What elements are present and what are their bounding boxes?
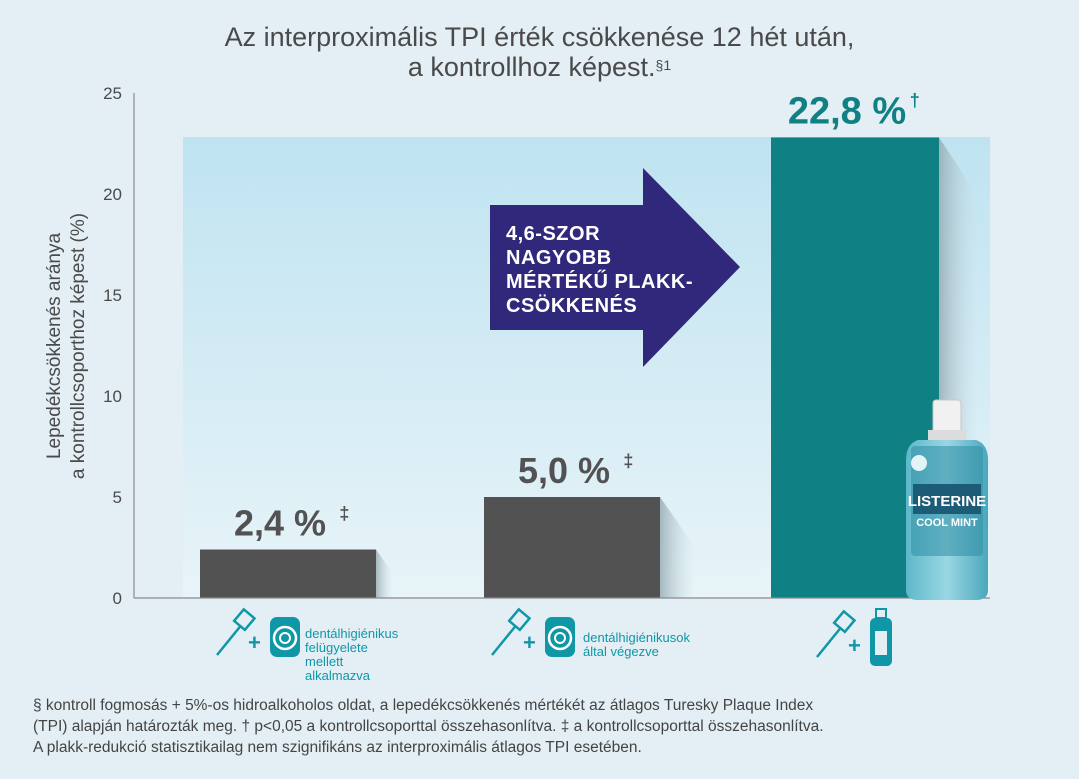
y-axis-title: Lepedékcsökkenés aránya a kontrollcsopor…: [44, 213, 89, 479]
legend-item-1: dentálhigiénikus felügyelete mellett alk…: [305, 627, 398, 683]
y-tick-label: 25: [103, 84, 122, 103]
toothbrush-icon: [216, 607, 257, 656]
callout-line: CSÖKKENÉS: [506, 295, 638, 317]
bars: [200, 137, 939, 598]
mouthwash-icon: [870, 608, 892, 666]
value-label-mark: ‡: [339, 503, 349, 523]
y-tick-label: 20: [103, 185, 122, 204]
bar: [200, 549, 376, 598]
callout-arrow: [490, 168, 740, 367]
y-tick-label: 0: [113, 589, 122, 608]
plus-icon: +: [523, 630, 536, 655]
value-label-mark: ‡: [623, 451, 633, 471]
y-tick-label: 5: [113, 488, 122, 507]
plus-icon: +: [248, 630, 261, 655]
plus-icon: +: [848, 633, 861, 658]
dental-floss-icon: [545, 617, 575, 657]
callout-line: 4,6-SZOR: [506, 223, 601, 245]
footnote: § kontroll fogmosás + 5%-os hidroalkohol…: [33, 695, 1053, 758]
legend-item-2: dentálhigiénikusok által végezve: [583, 631, 690, 659]
bar-shadow: [376, 549, 393, 598]
y-axis-label-line-2: a kontrollcsoporthoz képest (%): [68, 213, 89, 479]
value-label: 5,0 %: [518, 450, 610, 491]
y-tick-label: 10: [103, 387, 122, 406]
value-label: 22,8 %: [788, 90, 906, 132]
toothbrush-icon: [491, 607, 532, 656]
y-axis-label-line-1: Lepedékcsökkenés aránya: [44, 233, 65, 459]
legend-line: dentálhigiénikusok: [583, 630, 690, 645]
dental-floss-icon: [270, 617, 300, 657]
title-line-2-text: a kontrollhoz képest.: [407, 52, 656, 82]
legend-line: által végezve: [583, 644, 659, 659]
value-label: 2,4 %: [234, 503, 326, 544]
value-labels: 2,4 % ‡ 5,0 % ‡ 22,8 % †: [234, 90, 920, 543]
bar: [484, 497, 660, 598]
y-tick-labels: 0 5 10 15 20 25: [103, 84, 122, 608]
footnote-line: § kontroll fogmosás + 5%-os hidroalkohol…: [33, 697, 814, 714]
chart-title: Az interproximális TPI érték csökkenése …: [0, 22, 1079, 82]
toothbrush-icon: [816, 609, 857, 658]
callout-text: 4,6-SZOR NAGYOBB MÉRTÉKŰ PLAKK- CSÖKKENÉ…: [506, 222, 736, 318]
mouthwash-bottle-image: LISTERINE COOL MINT: [906, 399, 988, 600]
bar-shadow: [660, 497, 696, 598]
y-tick-label: 15: [103, 286, 122, 305]
legend-line: dentálhigiénikus: [305, 626, 399, 641]
legend-line: felügyelete: [305, 640, 368, 655]
value-label-mark: †: [910, 90, 920, 110]
title-line-2: a kontrollhoz képest.§1: [0, 52, 1079, 82]
footnote-line: (TPI) alapján határozták meg. † p<0,05 a…: [33, 718, 824, 735]
bottle-variant: COOL MINT: [916, 517, 978, 529]
legend-line: mellett: [305, 654, 344, 669]
footnote-line: A plakk-redukció statisztikailag nem szi…: [33, 739, 642, 756]
legend-line: alkalmazva: [305, 668, 371, 683]
title-superscript: §1: [655, 57, 672, 73]
callout-line: NAGYOBB: [506, 247, 612, 269]
title-line-1: Az interproximális TPI érték csökkenése …: [224, 22, 855, 52]
bottle-brand: LISTERINE: [908, 493, 986, 510]
callout-line: MÉRTÉKŰ PLAKK-: [506, 271, 693, 293]
